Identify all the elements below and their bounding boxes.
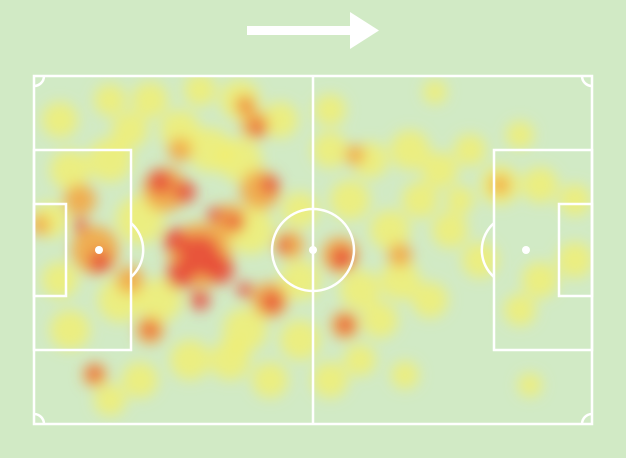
heat-spot (412, 282, 448, 318)
heat-spot (380, 260, 420, 300)
heat-spot (340, 270, 380, 310)
heat-spot (190, 290, 210, 310)
heat-spot (423, 80, 447, 104)
heat-spot (64, 184, 96, 216)
pitch-lines (32, 74, 594, 426)
heat-spot (42, 262, 78, 298)
heat-spot (330, 180, 370, 220)
heat-spot (168, 138, 192, 162)
heat-spot (227, 214, 243, 230)
heat-spot (362, 302, 398, 338)
heat-spot (94, 84, 126, 116)
heat-spot (116, 196, 164, 244)
heat-spot (94, 384, 126, 416)
heat-spot (251, 121, 265, 135)
heat-spot (370, 210, 410, 250)
heat-spot (122, 362, 158, 398)
heat-spot (262, 102, 298, 138)
heat-spot (331, 247, 353, 269)
heat-spot (89, 251, 111, 273)
heat-spot (132, 82, 168, 118)
heat-spot (218, 138, 262, 182)
heat-spot (422, 152, 458, 188)
heat-spot (402, 182, 438, 218)
heat-spot (170, 340, 210, 380)
heat-spot (34, 215, 50, 235)
heat-spot (262, 292, 282, 312)
heat-spot (138, 278, 182, 322)
heat-spot (143, 323, 157, 337)
heat-spot (163, 228, 187, 252)
heat-spot (388, 243, 412, 267)
heat-spot (454, 134, 486, 166)
heat-spot (390, 130, 430, 170)
heat-spot (518, 373, 542, 397)
heat-spot (462, 242, 498, 278)
heat-spot (50, 310, 90, 350)
heat-spot (345, 145, 365, 165)
heat-spot (160, 110, 200, 150)
heat-spot (174, 181, 196, 203)
heat-spot (344, 344, 376, 376)
heat-spot (42, 102, 78, 138)
heat-spot (280, 320, 320, 360)
heat-spot (432, 212, 468, 248)
heat-spot (391, 361, 419, 389)
heat-spot (504, 294, 536, 326)
heat-spot (261, 176, 279, 194)
heat-spot (112, 112, 148, 148)
heat-spot (207, 207, 223, 223)
heat-spot (522, 167, 558, 203)
heat-spot (312, 132, 348, 168)
heat-spot (166, 261, 194, 289)
heat-spot (522, 262, 558, 298)
heat-spot (206, 256, 234, 284)
heat-spot (237, 282, 253, 298)
heat-spot (184, 76, 216, 106)
heat-spot (148, 170, 172, 194)
heat-spot (314, 94, 346, 126)
attack-direction-arrow (247, 12, 379, 49)
heat-spot (73, 218, 87, 232)
heat-spot (252, 362, 288, 398)
heat-spot (223, 308, 267, 352)
heat-spot (559, 184, 591, 216)
heat-spot (276, 238, 290, 252)
heat-spot (240, 100, 250, 110)
heat-spot (337, 317, 353, 333)
heat-spot (446, 186, 474, 214)
heat-spot (506, 121, 534, 149)
heat-spot (557, 242, 592, 278)
heat-spot (87, 366, 101, 380)
heat-spot (50, 150, 90, 190)
heat-spot (312, 362, 348, 398)
